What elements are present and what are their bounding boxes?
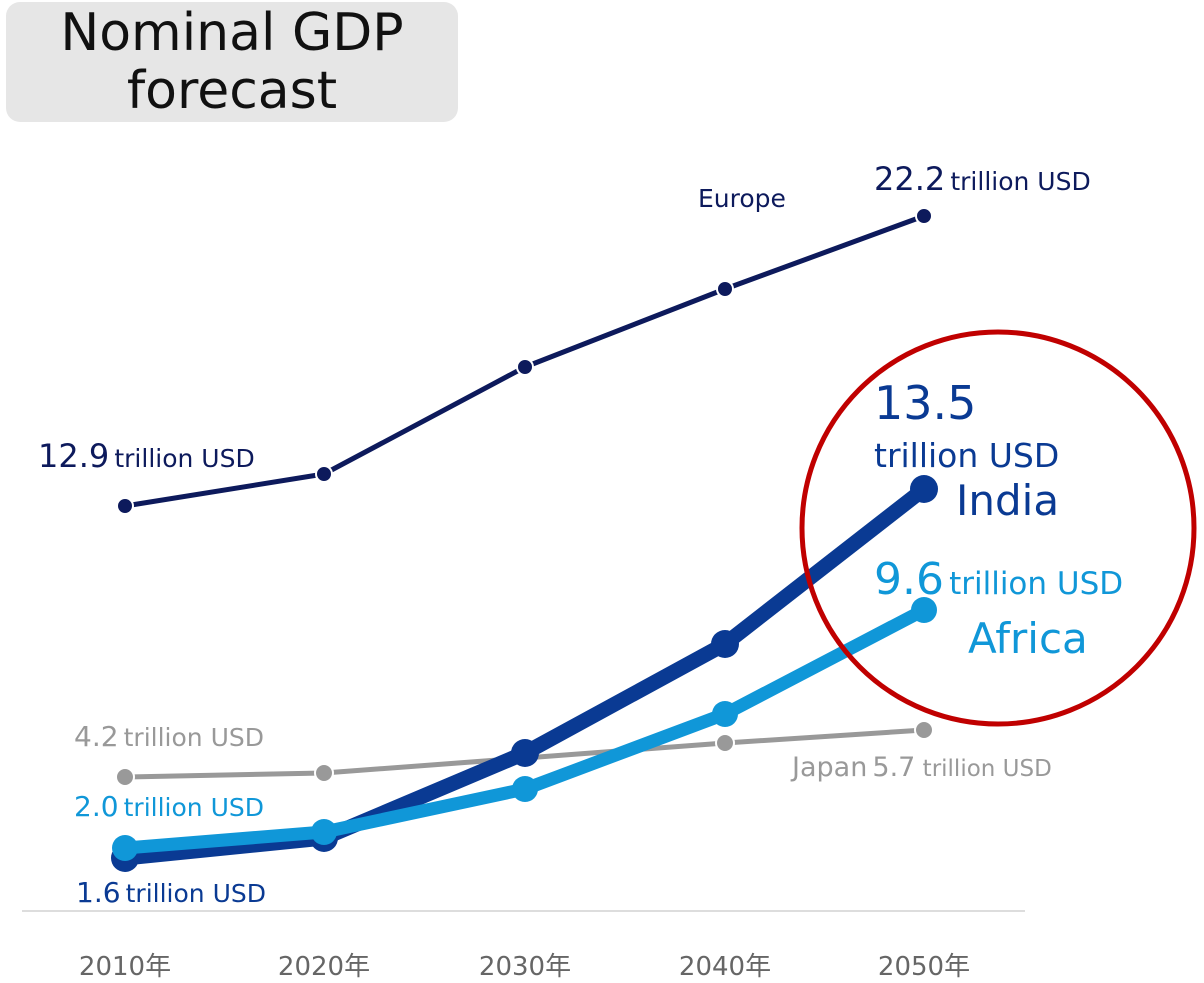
- data-point-europe: [116, 497, 134, 515]
- x-tick-label: 2050年: [877, 952, 971, 982]
- europe-series-name: Europe: [698, 184, 786, 213]
- india-series-name: India: [956, 476, 1060, 525]
- africa-start-label: 2.0 trillion USD: [74, 790, 264, 823]
- x-tick-label: 2020年: [277, 952, 371, 982]
- europe-start-label: 12.9 trillion USD: [38, 437, 255, 475]
- highlight-circle: [799, 329, 1197, 727]
- data-point-japan: [314, 763, 334, 783]
- data-point-india: [910, 475, 938, 503]
- data-point-africa: [311, 819, 337, 845]
- india-end-value: 13.5: [874, 376, 977, 430]
- data-point-india: [711, 630, 739, 658]
- africa-end-label: 9.6 trillion USD: [874, 554, 1124, 605]
- data-point-africa: [512, 776, 538, 802]
- x-tick-label: 2010年: [78, 952, 172, 982]
- data-point-japan: [715, 733, 735, 753]
- india-start-label: 1.6 trillion USD: [76, 876, 266, 909]
- x-tick-label: 2030年: [478, 952, 572, 982]
- chart-title: Nominal GDP forecast: [60, 3, 404, 121]
- japan-end-label: Japan 5.7 trillion USD: [792, 752, 1052, 783]
- data-point-europe: [915, 207, 933, 225]
- data-point-europe: [716, 280, 734, 298]
- japan-start-label: 4.2 trillion USD: [74, 720, 264, 753]
- chart-title-box: Nominal GDP forecast: [6, 2, 458, 122]
- data-point-japan: [115, 767, 135, 787]
- data-point-africa: [112, 835, 138, 861]
- data-point-europe: [516, 358, 534, 376]
- africa-series-name: Africa: [968, 614, 1088, 663]
- data-point-india: [511, 739, 539, 767]
- data-point-africa: [911, 597, 937, 623]
- x-tick-label: 2040年: [678, 952, 772, 982]
- europe-end-label: 22.2 trillion USD: [874, 160, 1091, 198]
- data-point-africa: [712, 701, 738, 727]
- data-point-europe: [315, 465, 333, 483]
- india-end-unit: trillion USD: [874, 436, 1060, 475]
- data-point-japan: [914, 720, 934, 740]
